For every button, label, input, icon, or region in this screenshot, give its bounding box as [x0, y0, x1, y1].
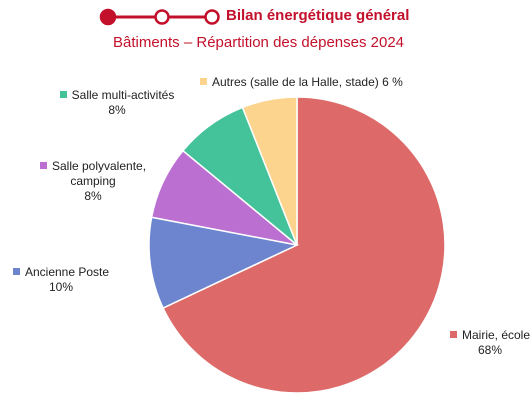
- header-decoration: [99, 8, 220, 26]
- legend-marker: [449, 331, 457, 338]
- category-label: Autres (salle de la Halle, stade): [212, 75, 379, 89]
- chart-subtitle: Bâtiments – Répartition des dépenses 202…: [112, 34, 405, 51]
- value-label: 68%: [477, 343, 503, 357]
- value-label: 8%: [84, 189, 102, 203]
- category-label: Ancienne Poste: [24, 265, 110, 279]
- legend-marker: [12, 268, 20, 275]
- legend-marker: [59, 91, 67, 98]
- slice-label: Ancienne Poste 10%: [2, 265, 120, 295]
- slice-label: Mairie, école 68%: [440, 328, 531, 358]
- value-label: 8%: [108, 103, 126, 117]
- category-label: Mairie, école: [461, 328, 531, 342]
- chart-title: Bilan énergétique général: [226, 7, 410, 24]
- value-label: 6 %: [382, 75, 403, 89]
- category-label: Salle multi-activités: [71, 88, 175, 102]
- legend-marker: [39, 162, 47, 169]
- slice-label: Autres (salle de la Halle, stade) 6 %: [200, 75, 430, 90]
- slice-label: Salle multi-activités 8%: [52, 88, 182, 118]
- pie-slice: [241, 96, 298, 246]
- slice-label: Salle polyvalente, camping 8%: [38, 159, 148, 204]
- pie-slice: [148, 216, 300, 310]
- value-label: 10%: [48, 280, 74, 294]
- category-label: Salle polyvalente, camping: [51, 159, 147, 188]
- legend-marker: [200, 78, 207, 85]
- pie-slice: [162, 96, 446, 394]
